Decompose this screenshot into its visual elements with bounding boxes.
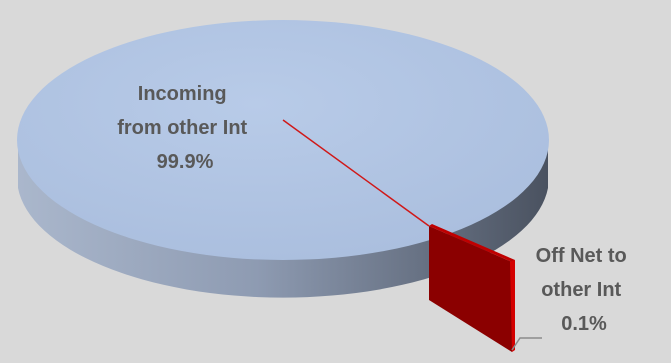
leader-line — [511, 337, 542, 351]
slice-incoming-side — [18, 140, 548, 298]
slice-label-incoming: Incoming from other Int 99.9% — [117, 83, 253, 173]
slice-label-incoming-line2: from other Int — [117, 117, 247, 139]
slice-offnet-side — [429, 226, 512, 352]
slice-label-offnet: Off Net to other Int 0.1% — [536, 245, 633, 335]
slice-label-offnet-line2: other Int — [541, 279, 621, 301]
slice-label-offnet-line1: Off Net to — [536, 245, 627, 267]
slice-incoming-top — [17, 20, 549, 260]
slice-offnet-edge — [429, 224, 515, 262]
slice-offnet-highlight — [510, 260, 515, 352]
slice-label-incoming-line1: Incoming — [138, 83, 227, 105]
slice-label-incoming-percent: 99.9% — [157, 151, 214, 173]
slice-divider-line — [282, 119, 430, 227]
slice-label-offnet-percent: 0.1% — [561, 313, 607, 335]
